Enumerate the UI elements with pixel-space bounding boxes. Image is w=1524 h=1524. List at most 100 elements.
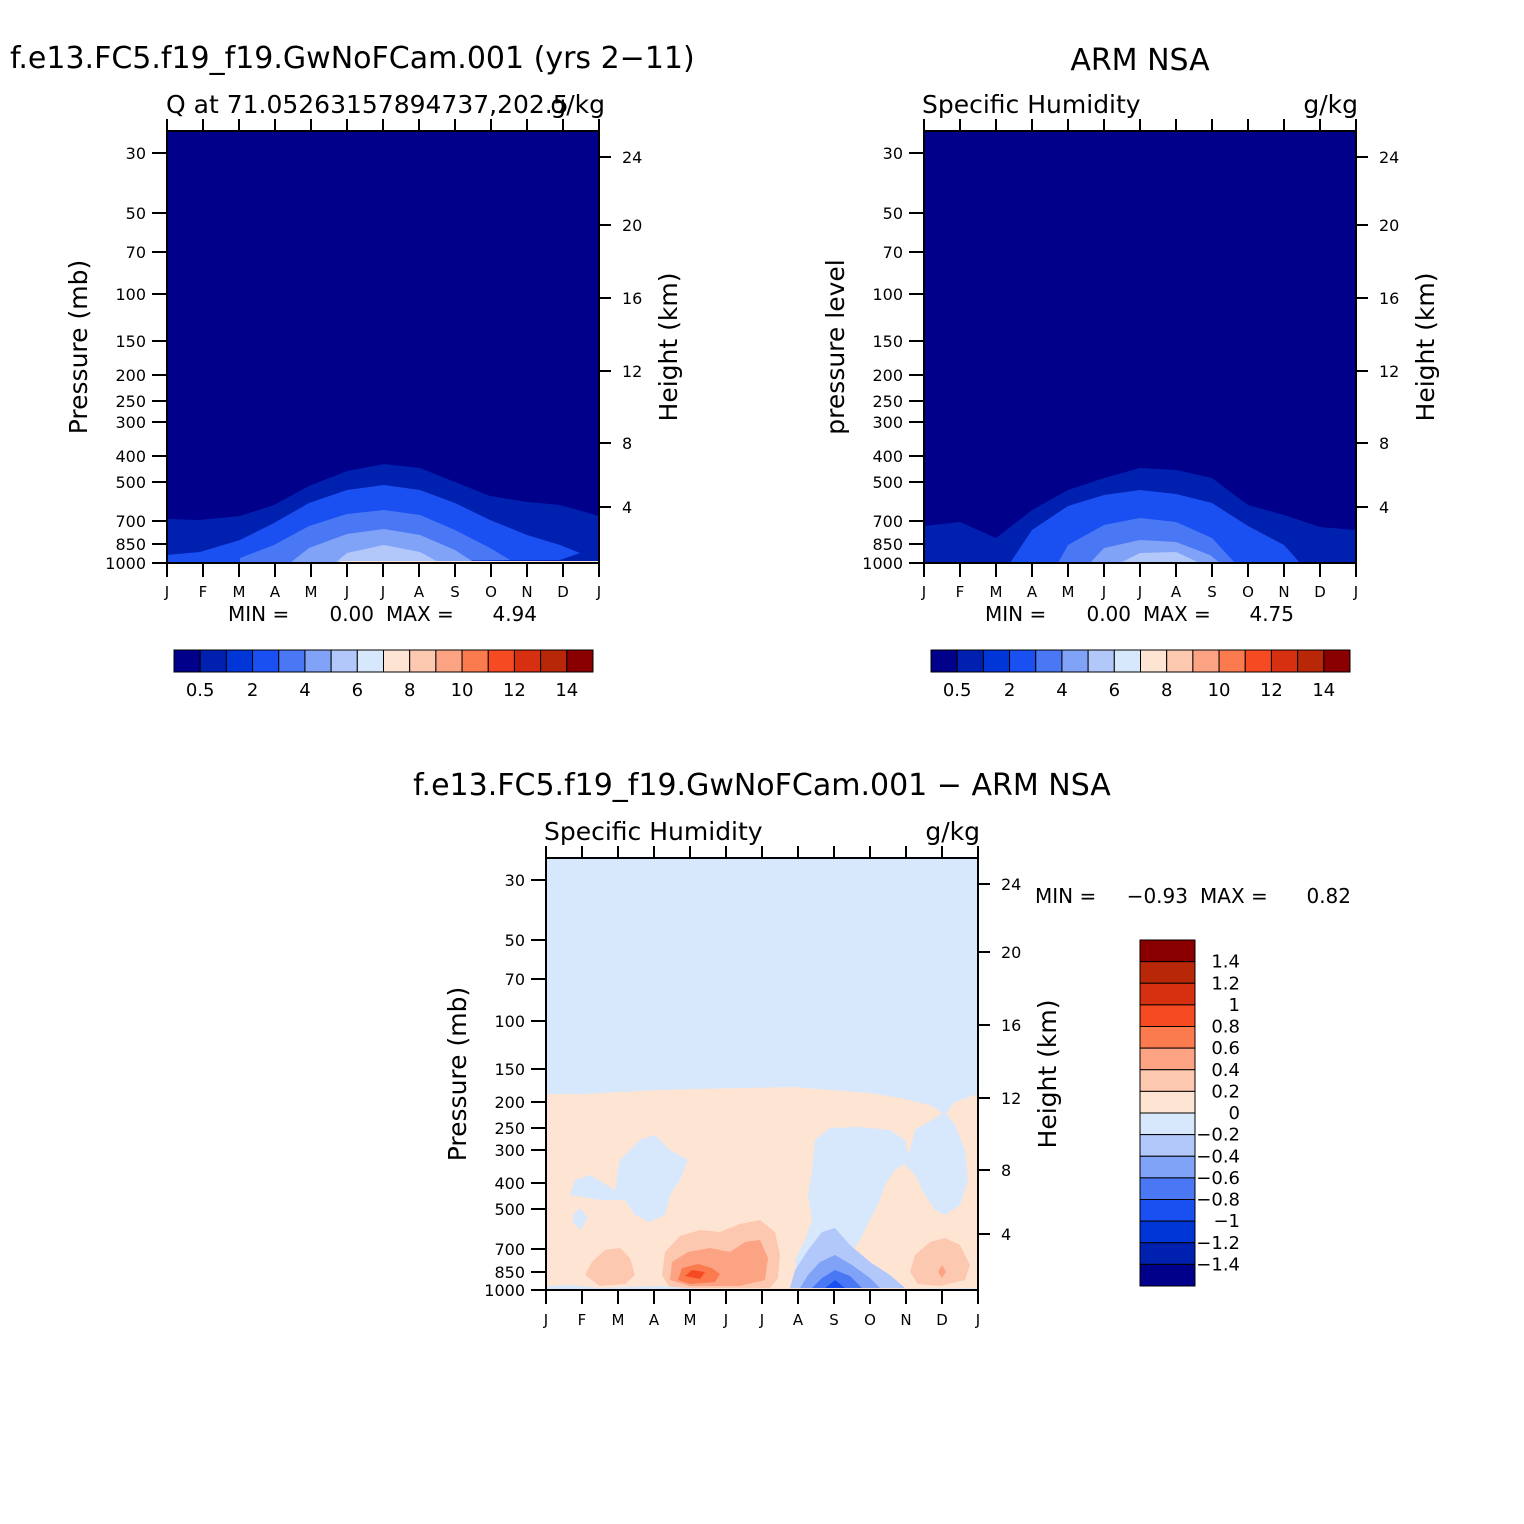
panel-model-xtick: J [344, 583, 349, 601]
panel-obs-contour-3 [1090, 540, 1220, 563]
panel-model-plot-area [166, 130, 600, 564]
panel-obs-max-value: 4.75 [1249, 602, 1294, 626]
panel-obs-ytick-700: 700 [872, 512, 903, 531]
panel-obs-ytick-250: 250 [872, 392, 903, 411]
panel-obs-contour-4 [1120, 552, 1200, 563]
colorbar-label: 0.5 [943, 680, 972, 701]
colorbar-swatch [1297, 649, 1325, 673]
colorbar-label: 6 [352, 680, 363, 701]
panel-model-xtick: J [164, 583, 169, 601]
panel-obs-ytick-400: 400 [872, 447, 903, 466]
colorbar-swatch [1192, 649, 1220, 673]
panel-model-min-value: 0.00 [329, 602, 374, 626]
panel-model-xtick: N [521, 583, 532, 601]
panel-model-xtick: M [233, 583, 246, 601]
panel-diff-ytick-1000: 1000 [484, 1281, 525, 1300]
panel-model-ytick-250: 250 [115, 392, 146, 411]
colorbar-swatch [1270, 649, 1299, 673]
colorbar-swatch [356, 649, 384, 673]
colorbar-swatch [540, 649, 568, 673]
panel-obs-x-axis: J F M A M J J A S O N D J [921, 119, 1358, 601]
colorbar-label: 14 [555, 680, 578, 701]
panel-diff-xtick: F [578, 1311, 587, 1329]
colorbar-swatch [1323, 649, 1351, 673]
panel-diff-surface-neg-strip [546, 1285, 978, 1290]
colorbar-label: 0.6 [1211, 1038, 1240, 1059]
colorbar-label: 4 [1056, 680, 1067, 701]
panel-diff-ytick-right-12: 12 [1001, 1089, 1021, 1108]
panel-model-ytick-500: 500 [115, 473, 146, 492]
colorbar-swatch [1139, 1199, 1196, 1222]
panel-model-ylabel: Pressure (mb) [64, 260, 93, 434]
panel-obs-ytick-30: 30 [883, 144, 903, 163]
panel-obs-ytick-1000: 1000 [862, 554, 903, 573]
colorbar-swatch [1244, 649, 1272, 673]
panel-model-ytick-1000: 1000 [105, 554, 146, 573]
panel-diff-max-value: 0.82 [1306, 884, 1351, 908]
panel-model-ylabel-right: Height (km) [654, 273, 683, 422]
panel-diff-contour-neg-novdec [905, 1112, 968, 1215]
panel-model-max-label: MAX = [386, 602, 454, 626]
colorbar-swatch [930, 649, 958, 673]
panel-model-ytick-100: 100 [115, 285, 146, 304]
panel-model-y-axis-left: 30 50 70 100 150 200 250 300 400 500 700… [64, 144, 167, 573]
panel-diff-ytick-right-16: 16 [1001, 1016, 1021, 1035]
colorbar-swatch [461, 649, 489, 673]
colorbar-swatch [1166, 649, 1194, 673]
panel-model-xtick: D [557, 583, 569, 601]
panel-model-x-axis: J F M A M J J A S O N D J [164, 119, 601, 601]
colorbar-label: 0.4 [1211, 1060, 1240, 1081]
panel-diff-y-axis-left: 30 50 70 100 150 200 250 300 400 500 700… [443, 871, 546, 1300]
panel-diff-contour-0.2-novdec [910, 1238, 970, 1286]
panel-diff-ytick-500: 500 [494, 1200, 525, 1219]
panel-obs-ytick-500: 500 [872, 473, 903, 492]
colorbar-swatch [1139, 1134, 1196, 1157]
panel-diff-y-axis-right: 24 20 16 12 8 4 Height (km) [978, 875, 1062, 1244]
panel-obs-max-label: MAX = [1143, 602, 1211, 626]
panel-obs-ytick-right-8: 8 [1379, 434, 1389, 453]
panel-diff-xtick: M [612, 1311, 625, 1329]
colorbar-label: −1.4 [1196, 1254, 1240, 1275]
colorbar-swatch [1139, 1069, 1196, 1092]
panel-obs-xtick: N [1278, 583, 1289, 601]
colorbar-swatch [1139, 1155, 1196, 1179]
colorbar-swatch [1139, 1112, 1196, 1136]
panel-model-y-axis-right: 24 20 16 12 8 4 Height (km) [599, 148, 683, 517]
colorbar-swatch [1035, 649, 1063, 673]
colorbar-swatch [1139, 982, 1196, 1006]
panel-diff: f.e13.FC5.f19_f19.GwNoFCam.001 − ARM NSA… [413, 768, 1351, 1329]
panel-model-ytick-right-12: 12 [622, 362, 642, 381]
panel-diff-contour-0.4-dec [938, 1265, 946, 1278]
panel-obs-y-axis-left: 30 50 70 100 150 200 250 300 400 500 700… [821, 144, 924, 573]
panel-diff-contour-neg-mar-small [573, 1208, 588, 1230]
panel-model-subtitle-right: g/kg [550, 90, 605, 119]
panel-model-xtick: J [596, 583, 601, 601]
colorbar-label: −0.8 [1196, 1190, 1240, 1211]
panel-obs-ytick-right-4: 4 [1379, 498, 1389, 517]
colorbar-label: 2 [247, 680, 258, 701]
panel-model-xtick: J [380, 583, 385, 601]
panel-model-ytick-150: 150 [115, 332, 146, 351]
panel-obs-xtick: F [956, 583, 965, 601]
panel-model-ytick-700: 700 [115, 512, 146, 531]
colorbar-swatch [1113, 649, 1141, 673]
panel-obs-xtick: A [1027, 583, 1038, 601]
panel-diff-ytick-250: 250 [494, 1119, 525, 1138]
colorbar-label: 12 [503, 680, 526, 701]
panel-diff-contour-neg-0.8 [825, 1280, 845, 1288]
colorbar-swatch [487, 649, 515, 673]
panel-model-ytick-300: 300 [115, 413, 146, 432]
colorbar-swatch [435, 649, 463, 673]
panel-model-ytick-right-8: 8 [622, 434, 632, 453]
panel-obs-ytick-right-24: 24 [1379, 148, 1399, 167]
panel-obs-subtitle-left: Specific Humidity [922, 90, 1141, 119]
colorbar-swatch [566, 649, 594, 673]
panel-diff-contour-neg-0.4 [800, 1255, 880, 1288]
colorbar-swatch [199, 649, 227, 673]
panel-diff-subtitle-right: g/kg [925, 817, 980, 846]
panel-diff-xtick: D [936, 1311, 948, 1329]
panel-model-xtick: F [199, 583, 208, 601]
panel-model-xtick: M [305, 583, 318, 601]
colorbar-swatch [1139, 939, 1196, 963]
panel-obs-ytick-300: 300 [872, 413, 903, 432]
